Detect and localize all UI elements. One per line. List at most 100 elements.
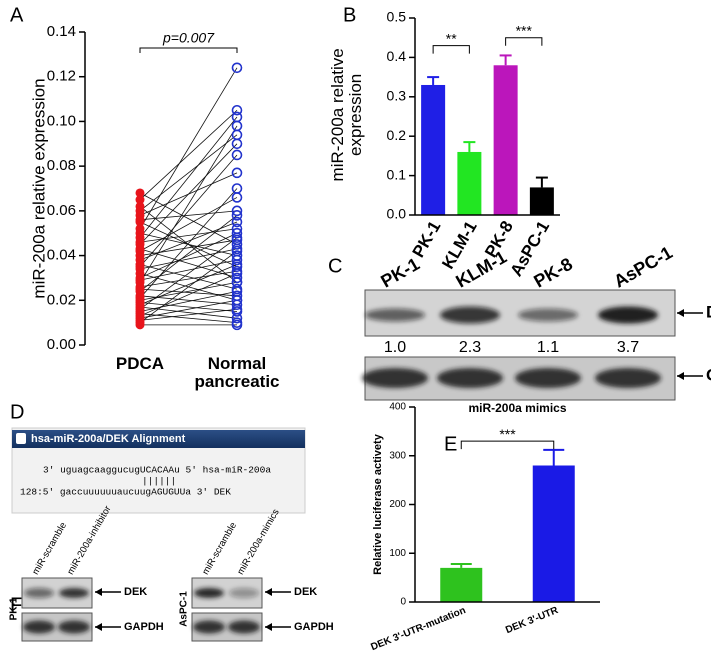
bracket: [139, 47, 238, 53]
blot-band: [229, 588, 259, 598]
annotation: p=0.007: [162, 30, 215, 46]
pair-line: [139, 125, 238, 283]
blot-band: [598, 306, 658, 324]
annotation: ***: [499, 426, 516, 442]
pair-line: [139, 248, 238, 270]
blot-band: [59, 588, 89, 598]
pair-line: [139, 67, 238, 229]
blot-band: [24, 588, 54, 598]
point: [231, 245, 243, 257]
alignment-line: 3' uguagcaaggucugUCACAAu 5' hsa-miR-200a: [43, 465, 271, 476]
pair-line: [139, 290, 238, 312]
bar: [457, 151, 482, 215]
point: [231, 216, 243, 228]
y-tick-label: 0.06: [47, 202, 76, 219]
point: [135, 188, 145, 198]
y-axis-label: miR-200a relative expression: [29, 78, 48, 298]
y-tick-label: 0.14: [47, 23, 76, 40]
pair-line: [139, 154, 238, 268]
y-tick-label: 0.3: [387, 88, 407, 104]
blot-band: [595, 368, 661, 388]
blot-band: [228, 620, 260, 634]
point: [231, 183, 243, 194]
alignment-header: [12, 430, 305, 448]
bracket: [460, 440, 555, 450]
y-tick-label: 300: [389, 450, 406, 461]
bar: [529, 187, 554, 215]
x-tick-label: DEK 3'-UTR: [504, 605, 560, 636]
y-tick-label: 0.04: [47, 247, 76, 264]
annotation: ***: [516, 22, 533, 38]
pair-line: [139, 295, 238, 306]
bar: [421, 84, 446, 215]
bracket: [505, 37, 543, 46]
pair-line: [139, 250, 238, 323]
pair-line: [139, 210, 238, 221]
point: [135, 217, 145, 227]
pair-line: [139, 221, 238, 261]
pair-line: [139, 239, 238, 256]
point: [231, 104, 243, 116]
lane-label: PK-8: [530, 254, 576, 292]
blot-band: [518, 308, 578, 322]
y-tick-label: 400: [389, 402, 406, 413]
blot-band: [23, 620, 55, 634]
point: [231, 239, 243, 250]
y-tick-label: 0.02: [47, 291, 76, 308]
protein-label: GAPDH: [124, 621, 164, 633]
blot-band: [194, 588, 224, 598]
protein-label: GAPDH: [706, 365, 711, 384]
bracket: [432, 45, 470, 54]
x-tick-label: Normal pancreatic: [194, 354, 280, 391]
bar: [532, 465, 575, 602]
pair-line: [139, 232, 238, 279]
point: [231, 227, 243, 239]
protein-label: DEK: [706, 302, 711, 321]
pair-line: [139, 134, 238, 212]
panel-label: B: [343, 4, 356, 26]
y-tick-label: 0.0: [387, 206, 407, 222]
band-ratio: 1.0: [384, 339, 406, 356]
lane-label: miR-200a-mimics: [235, 507, 282, 577]
alignment-line: 128:5' gaccuuuuuuaucuugAGUGUUa 3' DEK: [20, 487, 231, 498]
x-tick-label: PK-1: [409, 218, 445, 261]
blot-band: [515, 368, 581, 388]
y-tick-label: 0.4: [387, 48, 407, 64]
pair-line: [139, 237, 238, 310]
alignment-icon: [16, 433, 26, 444]
panel-label: D: [10, 401, 24, 423]
pair-line: [139, 116, 238, 238]
blot-band: [362, 368, 428, 388]
point: [135, 195, 145, 205]
y-tick-label: 200: [389, 499, 406, 510]
chart-title: miR-200a mimics: [468, 401, 566, 415]
pair-line: [139, 264, 238, 306]
y-tick-label: 0.12: [47, 68, 76, 85]
arrow-head: [677, 309, 684, 317]
lane-label: miR-scramble: [200, 521, 239, 577]
band-ratio: 2.3: [459, 339, 481, 356]
pair-line: [139, 228, 238, 243]
lane-label: miR-scramble: [30, 521, 69, 577]
protein-label: GAPDH: [294, 621, 334, 633]
cell-line-label: AsPC-1: [179, 591, 190, 627]
pair-line: [139, 308, 238, 321]
point: [135, 320, 145, 330]
pair-line: [139, 273, 238, 317]
pair-line: [139, 188, 238, 299]
point: [231, 210, 243, 221]
pair-line: [139, 270, 238, 288]
blot-band: [365, 308, 425, 322]
cell-line-label: PK-1: [9, 597, 20, 620]
arrow-head: [265, 588, 272, 596]
bar: [493, 65, 518, 215]
arrow-head: [95, 588, 102, 596]
arrow-head: [265, 623, 272, 631]
point: [231, 272, 243, 284]
band-ratio: 3.7: [617, 339, 639, 356]
band-ratio: 1.1: [537, 339, 559, 356]
pair-line: [139, 299, 238, 319]
point: [231, 232, 243, 243]
lane-label: PK-1: [377, 254, 423, 292]
